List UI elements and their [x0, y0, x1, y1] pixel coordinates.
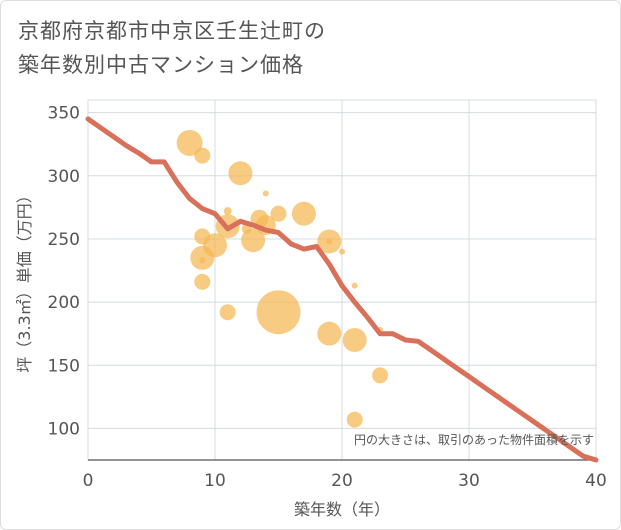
chart-title-line-2: 築年数別中古マンション価格 [18, 53, 304, 77]
y-tick-label: 350 [48, 104, 80, 124]
y-tick-label: 100 [48, 419, 80, 439]
bubble-point [262, 190, 269, 197]
chart-title-line-1: 京都府京都市中京区壬生辻町の [18, 19, 326, 43]
bubble-point [339, 248, 345, 255]
bubble-point [228, 161, 253, 186]
y-tick-label: 200 [48, 293, 80, 313]
bubble-point [326, 238, 333, 245]
x-tick-label: 20 [331, 471, 353, 491]
y-axis-label: 坪（3.3㎡）単価（万円） [15, 187, 34, 372]
bubble-point [317, 321, 342, 346]
x-tick-label: 40 [585, 471, 607, 491]
bubble-layer [176, 129, 389, 428]
bubble-point [199, 257, 206, 264]
bubble-point [351, 282, 358, 289]
bubble-point [270, 205, 287, 222]
chart-title: 京都府京都市中京区壬生辻町の 築年数別中古マンション価格 [18, 14, 326, 82]
bubble-size-note: 円の大きさは、取引のあった物件面積を示す [354, 432, 594, 447]
x-tick-label: 0 [83, 471, 94, 491]
bubble-point [342, 328, 367, 352]
trend-line [85, 116, 599, 463]
axis-layer: 0 10 20 30 40 100 150 200 250 300 350 [48, 104, 607, 491]
bubble-point [219, 304, 236, 321]
x-axis-label: 築年数（年） [294, 500, 390, 519]
bubble-point [223, 207, 232, 216]
y-tick-label: 150 [48, 356, 80, 376]
bubble-point [241, 228, 266, 253]
grid-layer [87, 99, 597, 461]
bubble-point [194, 273, 211, 290]
bubble-point [372, 367, 389, 384]
bubble-point [346, 411, 363, 428]
y-tick-label: 250 [48, 230, 80, 250]
bubble-point [256, 290, 301, 335]
bubble-point [194, 147, 211, 164]
x-tick-label: 10 [204, 471, 226, 491]
x-tick-label: 30 [458, 471, 480, 491]
y-tick-label: 300 [48, 167, 80, 187]
trend-line-layer [85, 116, 599, 463]
bubble-point [291, 201, 316, 226]
bubble-point [194, 228, 211, 245]
bubble-point [176, 129, 203, 156]
